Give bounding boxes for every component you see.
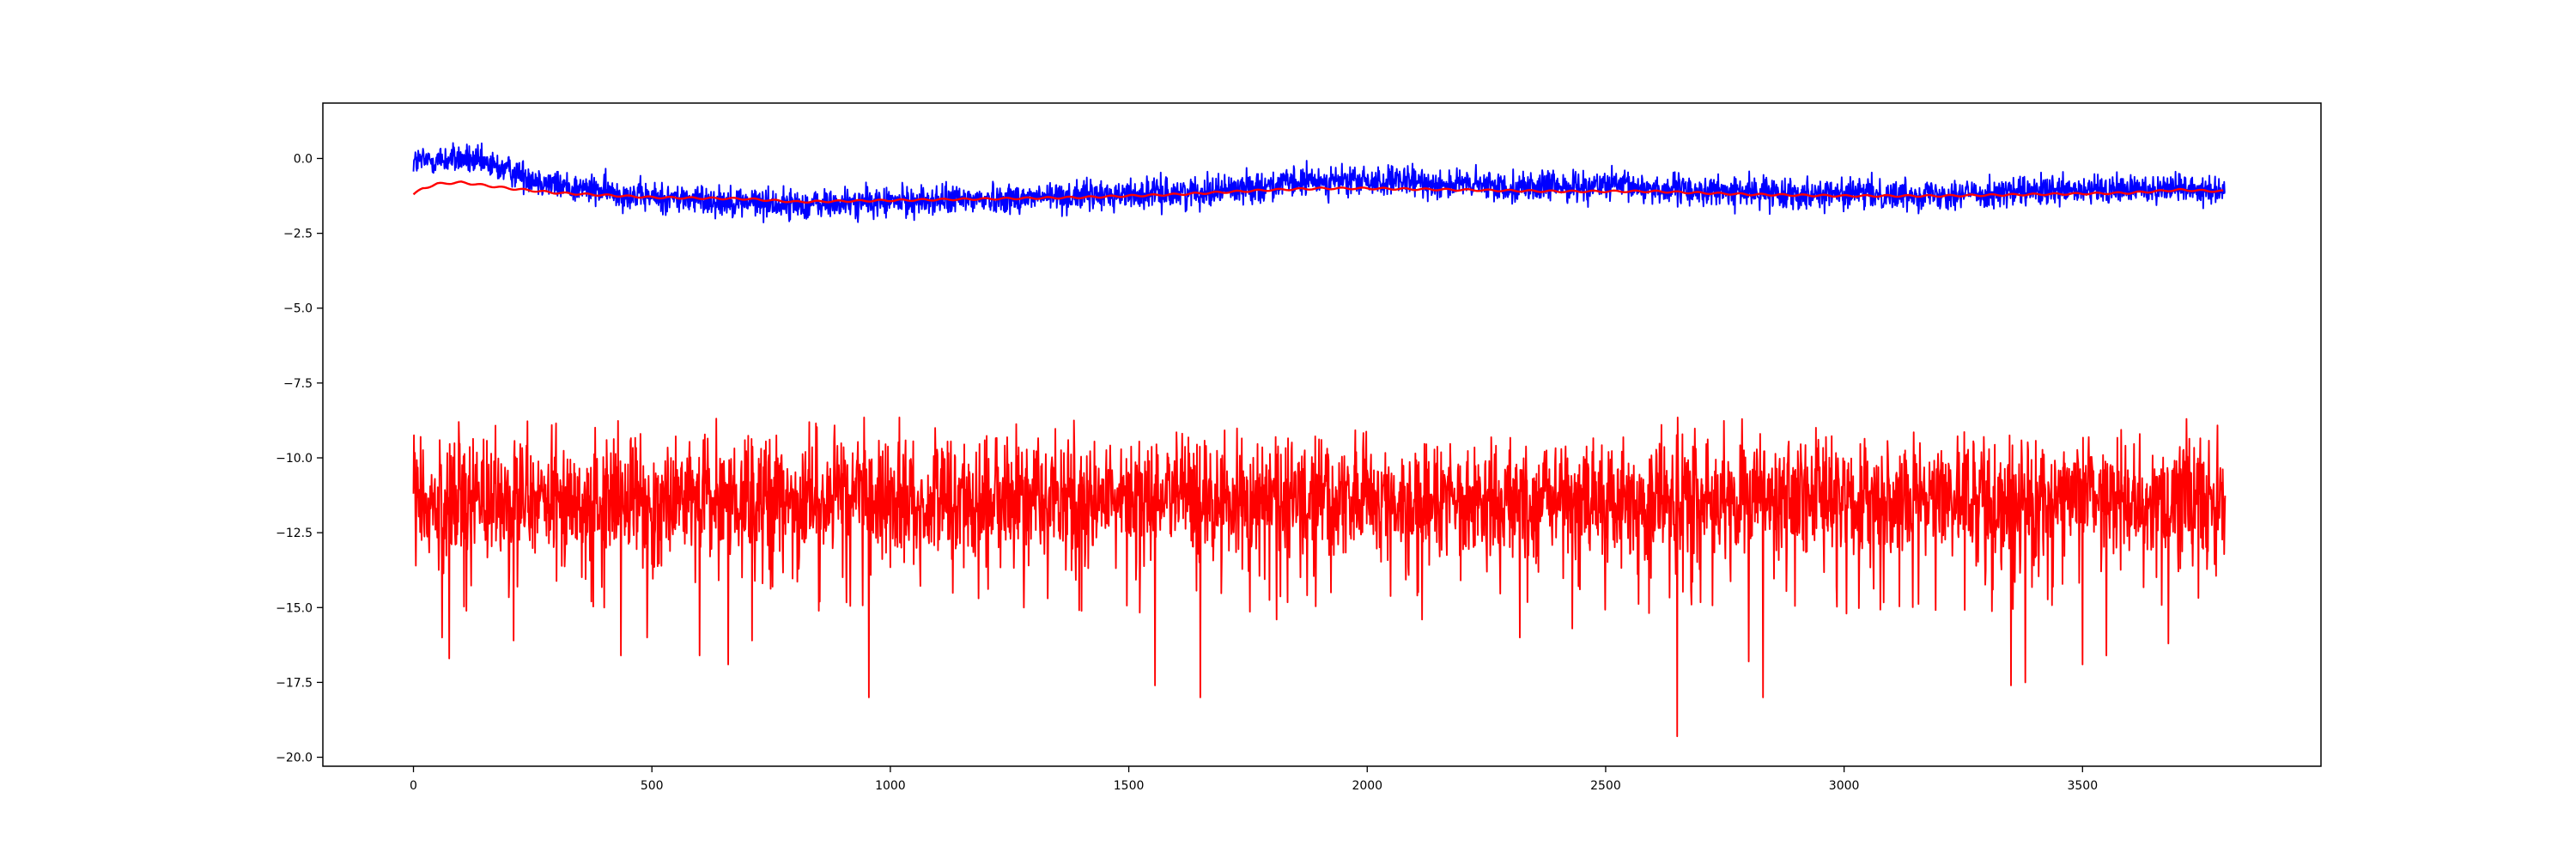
- y-tick-label: 0.0: [294, 152, 313, 166]
- y-axis: 0.0 −2.5 −5.0 −7.5 −10.0 −12.5 −15.0 −17.5 −20.0: [276, 152, 323, 765]
- series-line-noisy-lower: [412, 417, 2227, 738]
- x-tick-label: 1500: [1114, 779, 1145, 793]
- x-tick-label: 2500: [1590, 779, 1621, 793]
- y-tick-label: −12.5: [276, 527, 313, 540]
- series-layer: [412, 142, 2227, 738]
- x-axis: 0 500 1000 1500 2000 2500 3000 3500: [410, 766, 2098, 793]
- y-tick-label: −5.0: [283, 302, 313, 316]
- y-tick-label: −2.5: [283, 228, 313, 241]
- y-tick-label: −20.0: [276, 752, 313, 765]
- y-tick-label: −15.0: [276, 601, 313, 615]
- series-line-smooth-upper: [412, 180, 2224, 204]
- x-tick-label: 500: [641, 779, 664, 793]
- x-tick-label: 0: [410, 779, 417, 793]
- x-tick-label: 3500: [2067, 779, 2098, 793]
- y-tick-label: −17.5: [276, 676, 313, 690]
- y-tick-label: −10.0: [276, 452, 313, 466]
- x-tick-label: 1000: [875, 779, 906, 793]
- x-tick-label: 3000: [1829, 779, 1860, 793]
- plot-frame: [322, 102, 2322, 767]
- y-tick-label: −7.5: [283, 377, 313, 391]
- x-tick-label: 2000: [1352, 779, 1382, 793]
